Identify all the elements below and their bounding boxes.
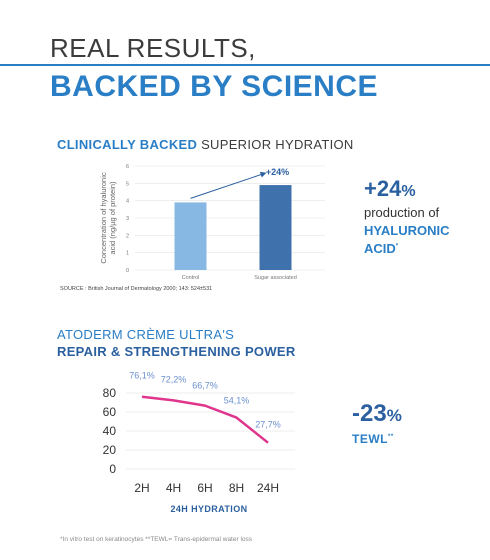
bar-category-label: Sugar associated xyxy=(254,275,297,281)
hyaluronic-bar-chart: 0 1 2 3 4 5 6 Concentration of hyaluronicacid (… xyxy=(99,164,325,281)
tewl-stat-mark: ** xyxy=(388,434,394,440)
bar-y-axis-label: Concentration of hyaluronicacid (ng/µg o… xyxy=(99,172,117,264)
hyaluronic-stat-percent: % xyxy=(401,183,416,200)
tewl-stat: -23% xyxy=(352,400,402,428)
bar-growth-arrow xyxy=(190,171,267,199)
line-x-tick-label: 6H xyxy=(197,481,212,495)
hyaluronic-stat-number: +24 xyxy=(364,176,402,201)
atoderm-title-line1: ATODERM CRÈME ULTRA'S xyxy=(57,327,235,342)
line-y-tick-label: 80 xyxy=(103,386,117,400)
line-point-label: 66,7% xyxy=(192,381,218,391)
headline-line2: BACKED BY SCIENCE xyxy=(50,70,378,103)
line-point-label: 72,2% xyxy=(161,374,187,384)
line-x-tick-label: 2H xyxy=(134,481,149,495)
bar-y-tick-label: 3 xyxy=(126,216,129,222)
line-y-tick-label: 60 xyxy=(103,405,117,419)
tewl-stat-label: TEWL** xyxy=(352,432,394,446)
line-x-tick-label: 24H xyxy=(257,481,279,495)
line-y-tick-label: 20 xyxy=(103,443,117,457)
line-x-axis-label: 24H HYDRATION xyxy=(170,504,247,514)
hyaluronic-stat-line2: HYALURONIC xyxy=(364,223,450,238)
bar-y-tick-label: 5 xyxy=(126,181,129,187)
hyaluronic-stat-line3-text: ACID xyxy=(364,241,396,256)
bar-y-tick-label: 2 xyxy=(126,233,129,239)
line-point-label: 76,1% xyxy=(129,371,155,381)
tewl-stat-number: -23 xyxy=(352,400,387,427)
bar-y-tick-label: 6 xyxy=(126,164,129,170)
hyaluronic-stat-line3: ACID* xyxy=(364,241,398,256)
bar-0 xyxy=(174,202,207,270)
hydration-title-rest: SUPERIOR HYDRATION xyxy=(197,137,354,152)
footnote: *In vitro test on keratinocytes **TEWL= … xyxy=(60,536,253,543)
tewl-line-chart: 0 20 40 60 80 2H 4H 6H 8H 24H 76,1% 72,2% 66,7% 54,1%… xyxy=(103,371,295,514)
line-y-tick-label: 0 xyxy=(109,462,116,476)
hydration-title-bold: CLINICALLY BACKED xyxy=(57,137,198,152)
bar-y-axis-label-line1: Concentration of hyaluronic xyxy=(99,172,108,264)
hyaluronic-stat-mark: * xyxy=(395,243,399,250)
bar-y-axis-label-line2: acid (ng/µg of protein) xyxy=(108,181,117,255)
hyaluronic-stat: +24% xyxy=(364,176,416,202)
line-point-label: 27,7% xyxy=(255,420,281,430)
source-citation: SOURCE : British Journal of Dermatology … xyxy=(60,286,213,292)
line-series xyxy=(141,395,269,444)
headline-rule xyxy=(0,64,490,66)
bar-y-tick-label: 0 xyxy=(126,268,129,274)
bar-y-tick-label: 1 xyxy=(126,251,129,257)
line-x-tick-label: 8H xyxy=(229,481,244,495)
atoderm-title-line2: REPAIR & STRENGTHENING POWER xyxy=(57,344,296,359)
line-point-label: 54,1% xyxy=(224,396,250,406)
hydration-title: CLINICALLY BACKED SUPERIOR HYDRATION xyxy=(57,137,354,152)
bar-y-tick-label: 4 xyxy=(126,199,129,205)
hyaluronic-stat-line1: production of xyxy=(364,205,440,220)
line-x-tick-label: 4H xyxy=(166,481,181,495)
tewl-stat-percent: % xyxy=(386,406,402,425)
tewl-stat-label-text: TEWL xyxy=(352,432,388,446)
bar-growth-annotation: +24% xyxy=(266,167,289,177)
bar-1 xyxy=(259,185,292,270)
line-y-tick-label: 40 xyxy=(103,424,117,438)
bar-category-label: Control xyxy=(182,275,200,281)
headline-line1: REAL RESULTS, xyxy=(50,33,256,63)
